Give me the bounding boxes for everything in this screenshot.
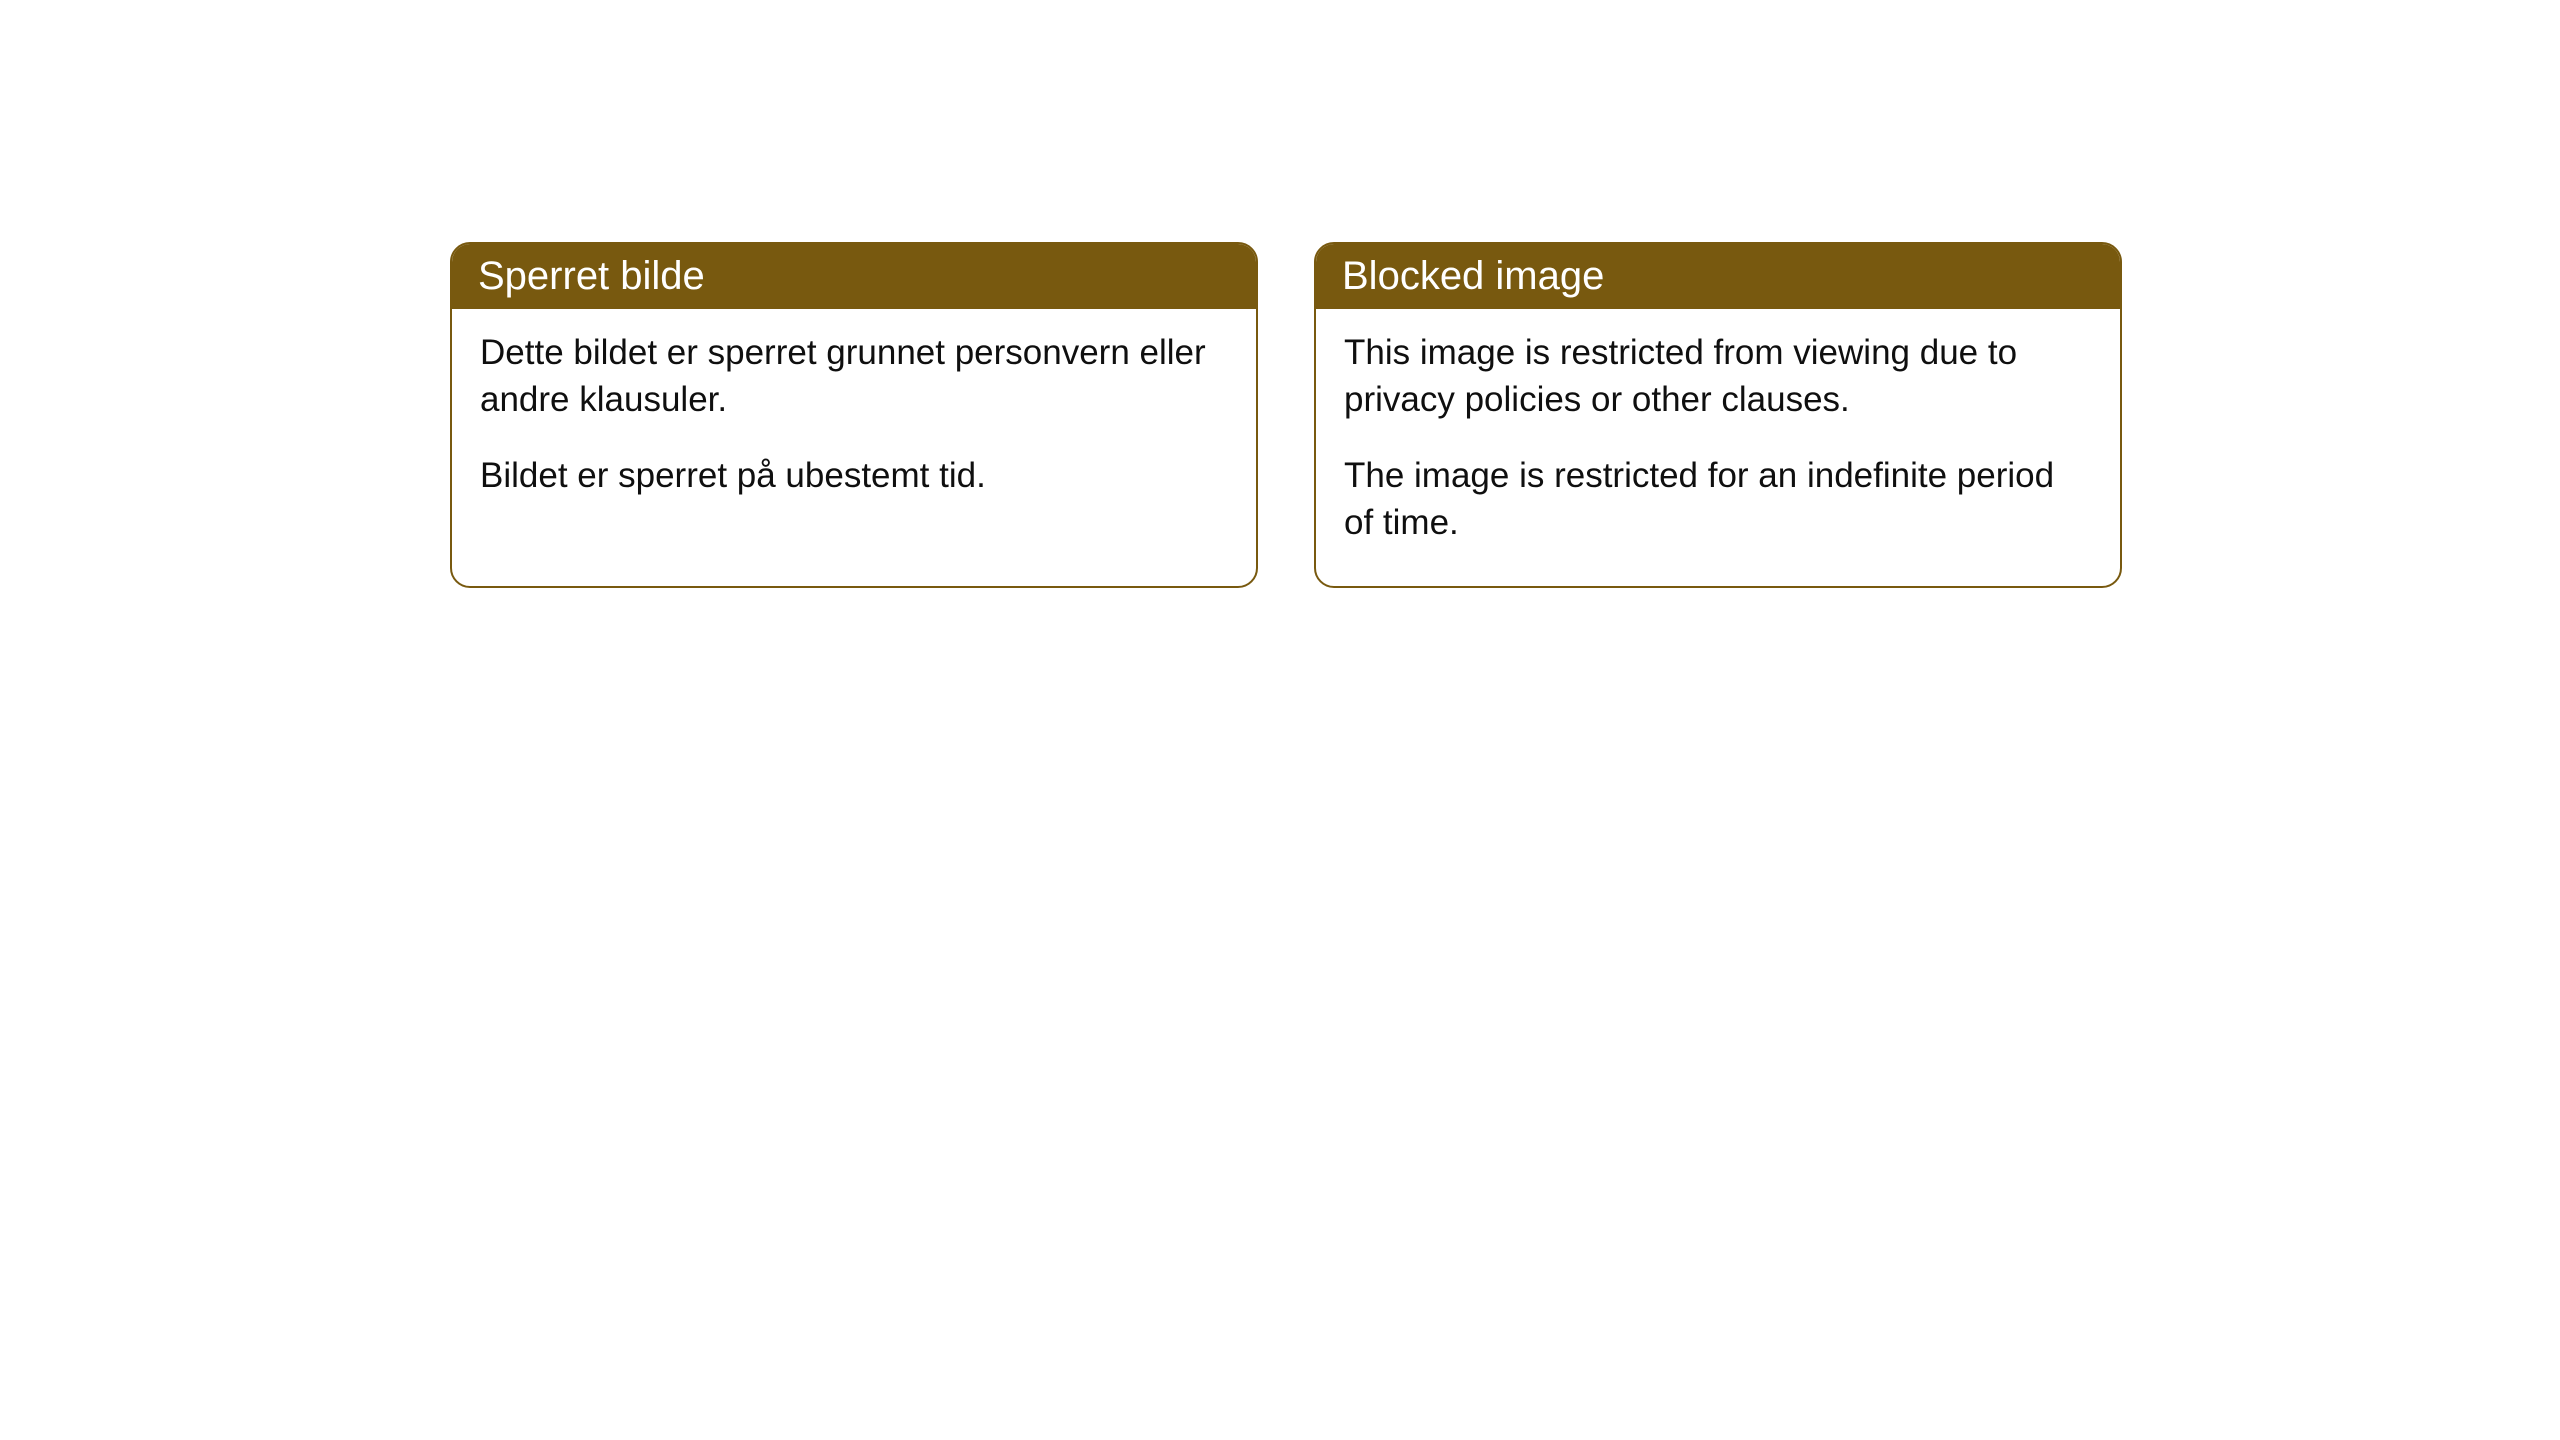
- card-paragraph-2: The image is restricted for an indefinit…: [1344, 452, 2092, 547]
- blocked-image-card-norwegian: Sperret bilde Dette bildet er sperret gr…: [450, 242, 1258, 588]
- card-paragraph-2: Bildet er sperret på ubestemt tid.: [480, 452, 1228, 499]
- card-paragraph-1: Dette bildet er sperret grunnet personve…: [480, 329, 1228, 424]
- card-body-norwegian: Dette bildet er sperret grunnet personve…: [452, 309, 1256, 539]
- card-header-english: Blocked image: [1316, 244, 2120, 309]
- card-body-english: This image is restricted from viewing du…: [1316, 309, 2120, 586]
- notice-cards-container: Sperret bilde Dette bildet er sperret gr…: [450, 242, 2122, 588]
- blocked-image-card-english: Blocked image This image is restricted f…: [1314, 242, 2122, 588]
- card-paragraph-1: This image is restricted from viewing du…: [1344, 329, 2092, 424]
- card-header-norwegian: Sperret bilde: [452, 244, 1256, 309]
